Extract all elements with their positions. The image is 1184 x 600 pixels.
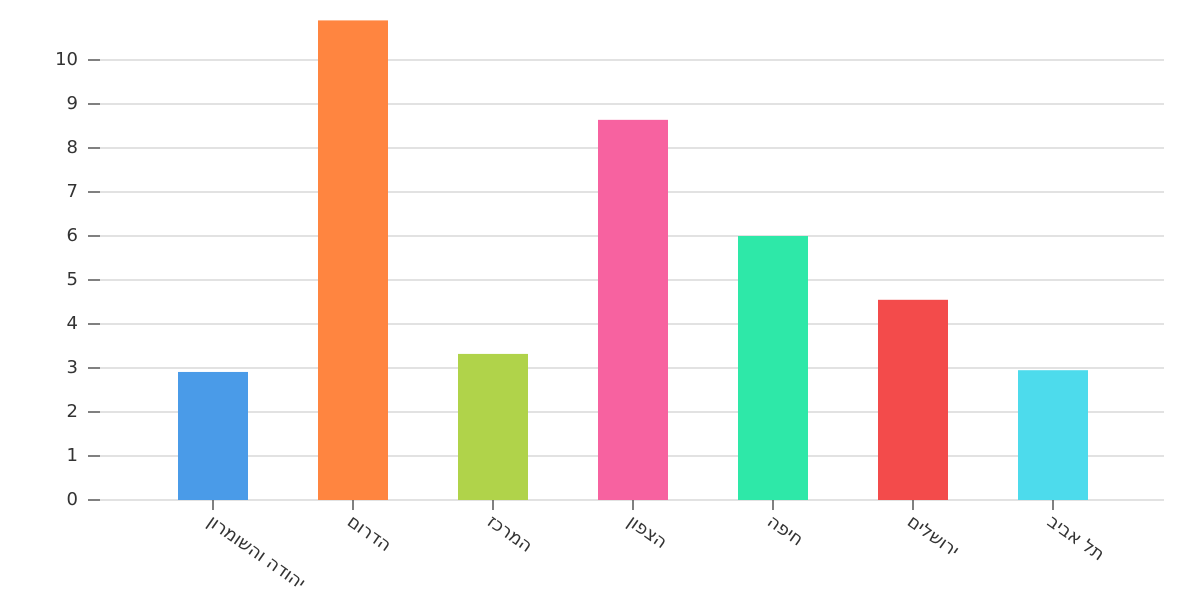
- bar: [318, 20, 388, 501]
- y-tick-label: 7: [67, 181, 78, 202]
- y-tick-label: 8: [67, 137, 78, 158]
- x-tick-label: יהודה והשומרון: [203, 511, 309, 594]
- y-tick-label: 9: [67, 93, 78, 114]
- y-tick-label: 6: [67, 225, 78, 246]
- y-tick-label: 2: [67, 401, 78, 422]
- y-tick-label: 1: [67, 445, 78, 466]
- y-tick-label: 0: [67, 489, 78, 510]
- x-tick-label: הדרום: [343, 511, 395, 556]
- bar: [458, 353, 528, 500]
- bar: [878, 299, 948, 500]
- x-tick-label: הצפון: [623, 511, 671, 553]
- bar: [1018, 370, 1088, 500]
- x-tick-label: חיפה: [763, 511, 807, 550]
- x-tick-label: ירושלים: [903, 511, 963, 561]
- x-tick-label: תל אביב: [1043, 511, 1108, 565]
- bar: [178, 371, 248, 500]
- y-tick-label: 5: [67, 269, 78, 290]
- bar: [738, 236, 808, 500]
- y-tick-label: 4: [67, 313, 78, 334]
- bar: [598, 119, 668, 500]
- y-tick-label: 3: [67, 357, 78, 378]
- x-tick-label: המרכז: [483, 511, 536, 557]
- y-tick-label: 10: [55, 49, 78, 70]
